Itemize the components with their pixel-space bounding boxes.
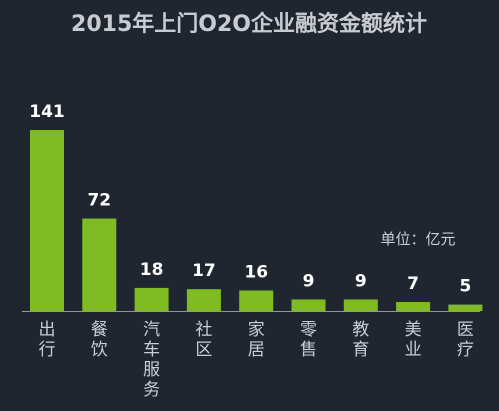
- value-labels-group: 141 72 18 17 16 9 9 7 5: [29, 102, 471, 297]
- value-label-1: 141: [29, 102, 65, 122]
- bar-2: [82, 218, 117, 311]
- category-label-6: 零售: [300, 320, 317, 360]
- value-label-4: 17: [192, 261, 216, 281]
- category-label-7: 教育: [352, 320, 369, 360]
- chart-title: 2015年上门O2O企业融资金额统计: [71, 11, 427, 37]
- bar-8: [396, 302, 431, 311]
- bars-group: [30, 130, 483, 311]
- category-label-2: 餐饮: [91, 320, 108, 360]
- value-label-3: 18: [140, 260, 164, 280]
- category-label-3: 汽车服务: [143, 320, 160, 400]
- bar-9: [448, 304, 483, 311]
- unit-label: 单位：亿元: [380, 230, 455, 248]
- value-label-2: 72: [87, 191, 111, 211]
- value-label-9: 5: [459, 277, 471, 297]
- bar-4: [186, 289, 221, 311]
- value-label-7: 9: [355, 271, 367, 291]
- category-label-9: 医疗: [457, 320, 474, 360]
- category-label-4: 社区: [195, 320, 212, 360]
- bar-6: [291, 299, 326, 311]
- category-label-8: 美业: [405, 320, 422, 360]
- category-label-1: 出行: [39, 320, 56, 360]
- value-label-8: 7: [407, 274, 419, 294]
- bar-5: [239, 290, 274, 311]
- category-label-5: 家居: [248, 320, 265, 360]
- bar-1: [30, 130, 64, 311]
- value-label-6: 9: [303, 271, 315, 291]
- bar-7: [343, 299, 378, 311]
- bar-3: [134, 287, 169, 311]
- value-label-5: 16: [244, 262, 268, 282]
